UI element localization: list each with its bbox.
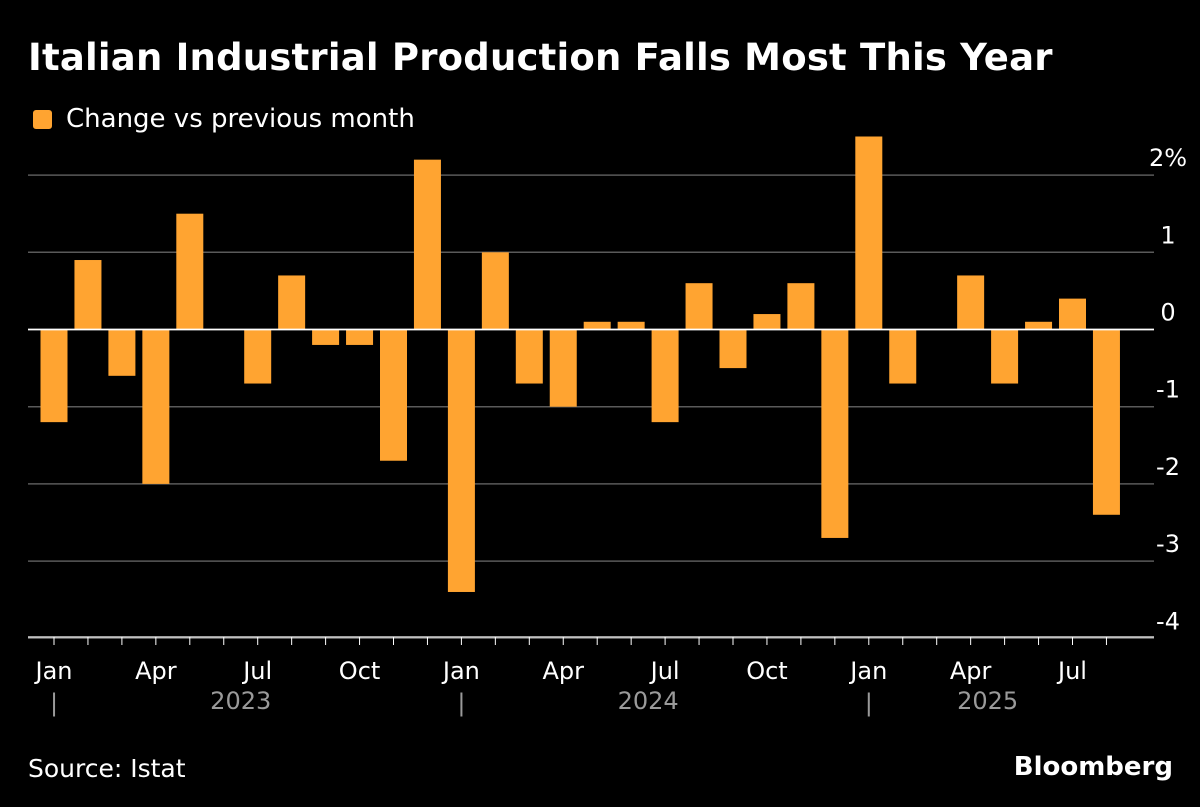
bar: [278, 275, 306, 330]
bar: [481, 252, 509, 330]
bar: [549, 329, 577, 407]
bar: [346, 329, 374, 345]
bar: [787, 283, 815, 330]
bar: [515, 329, 543, 384]
x-tick-label: Jul: [1056, 657, 1087, 685]
bloomberg-logo: Bloomberg: [1013, 752, 1173, 782]
bar: [447, 329, 475, 592]
bar: [753, 314, 781, 330]
bar: [1025, 321, 1053, 330]
year-label: 2023: [210, 687, 271, 715]
bar: [1059, 298, 1086, 330]
bar: [312, 329, 340, 345]
y-tick-label: -4: [1156, 607, 1180, 635]
bar: [74, 260, 102, 330]
legend-label: Change vs previous month: [66, 104, 415, 134]
source-note: Source: Istat: [28, 754, 186, 783]
x-tick-label: Apr: [135, 657, 177, 685]
bar: [821, 329, 849, 538]
bar: [380, 329, 407, 461]
bar: [991, 329, 1019, 384]
year-separator: |: [865, 689, 873, 717]
y-tick-label: -3: [1156, 530, 1180, 558]
x-tick-label: Jul: [241, 657, 272, 685]
bar: [889, 329, 917, 384]
bar: [108, 329, 136, 376]
bar: [1092, 329, 1120, 515]
bar: [719, 329, 747, 369]
x-tick-label: Jul: [649, 657, 680, 685]
bar: [40, 329, 68, 423]
bar: [142, 329, 170, 484]
x-tick-label: Jan: [441, 657, 480, 685]
y-tick-label: -1: [1156, 376, 1180, 404]
bar: [176, 213, 204, 330]
legend: Change vs previous month: [33, 104, 415, 134]
x-tick-label: Oct: [746, 657, 788, 685]
x-tick-label: Jan: [848, 657, 887, 685]
year-label: 2024: [618, 687, 679, 715]
y-tick-label: 0: [1160, 299, 1175, 327]
year-separator: |: [457, 689, 465, 717]
bar: [583, 321, 611, 330]
bar: [244, 329, 272, 384]
x-tick-label: Apr: [950, 657, 992, 685]
bar: [957, 275, 985, 330]
x-tick-label: Jan: [34, 657, 73, 685]
year-separator: |: [50, 689, 58, 717]
y-tick-label: 2%: [1149, 144, 1187, 172]
legend-swatch: [33, 109, 52, 129]
x-tick-label: Apr: [542, 657, 584, 685]
bar: [855, 136, 883, 330]
bar: [413, 159, 441, 330]
y-tick-label: -2: [1156, 453, 1180, 481]
chart-title: Italian Industrial Production Falls Most…: [28, 36, 1053, 79]
x-tick-label: Oct: [339, 657, 381, 685]
year-label: 2025: [957, 687, 1018, 715]
bar: [651, 329, 679, 423]
bar: [617, 321, 645, 330]
y-tick-label: 1: [1160, 221, 1175, 249]
bar: [685, 283, 713, 330]
